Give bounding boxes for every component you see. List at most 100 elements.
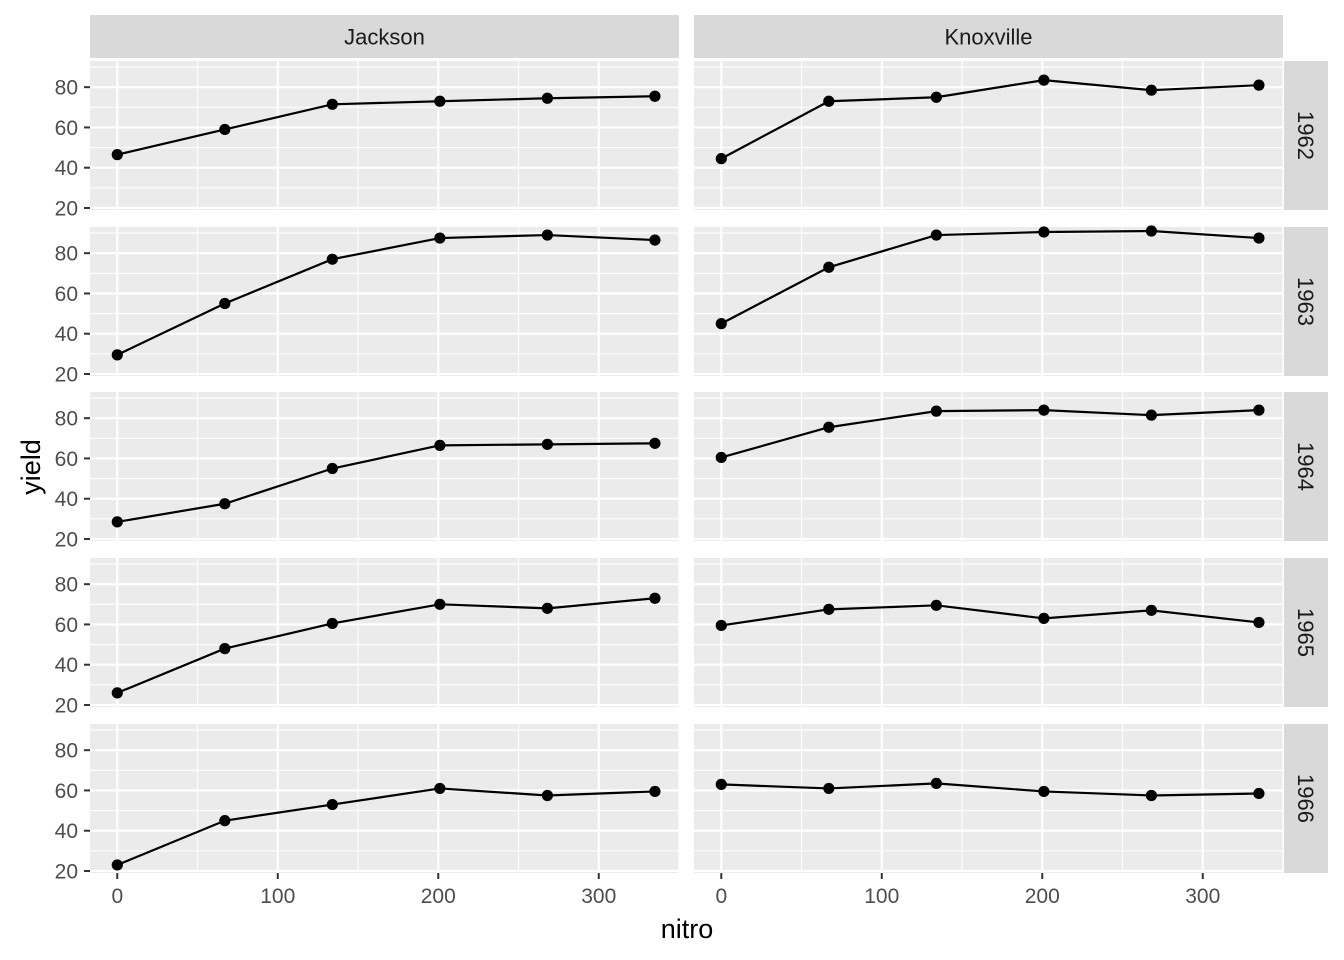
data-point-jackson-1963-67 — [219, 297, 231, 310]
data-point-knoxville-1963-268 — [1145, 225, 1157, 237]
row-strip-label: 1962 — [1293, 111, 1318, 160]
data-point-knoxville-1963-67 — [823, 261, 835, 273]
panel-background — [90, 392, 679, 541]
data-point-knoxville-1966-0 — [715, 778, 727, 791]
series-line-jackson-1962 — [117, 95, 655, 156]
row-strip-1966: 1966 — [1284, 724, 1328, 873]
row-strip-background — [1284, 227, 1328, 376]
data-point-knoxville-1964-268 — [1145, 409, 1157, 421]
series-line-jackson-1966 — [116, 787, 655, 866]
data-point-knoxville-1963-201 — [1038, 226, 1050, 238]
panel-jackson-1962 — [90, 61, 680, 210]
panel-background — [90, 724, 679, 873]
data-point-knoxville-1966-268 — [1145, 789, 1157, 802]
data-point-jackson-1965-201 — [434, 598, 446, 610]
data-point-knoxville-1965-0 — [715, 619, 727, 632]
data-point-knoxville-1966-201 — [1038, 785, 1050, 798]
y-tick-label: 20 — [55, 197, 78, 220]
series-line-knoxville-1962 — [720, 79, 1259, 160]
series-line-knoxville-1963 — [720, 229, 1259, 325]
panel-background — [694, 61, 1283, 210]
panel-knoxville-1965 — [694, 558, 1284, 707]
data-point-knoxville-1964-335 — [1253, 404, 1265, 416]
panel-knoxville-1964 — [694, 392, 1284, 541]
panel-background — [694, 558, 1283, 707]
data-point-jackson-1963-335 — [649, 234, 661, 246]
data-point-jackson-1962-0 — [111, 149, 123, 161]
row-strip-background — [1284, 61, 1328, 210]
data-point-jackson-1966-268 — [541, 789, 553, 802]
data-point-jackson-1962-201 — [434, 95, 446, 107]
panel-background — [90, 558, 679, 707]
y-tick-label: 60 — [55, 283, 78, 306]
x-tick-label: 0 — [111, 885, 123, 908]
x-tick-label: 0 — [715, 885, 727, 908]
data-point-knoxville-1962-134 — [930, 91, 942, 103]
data-point-jackson-1962-335 — [649, 90, 661, 102]
data-point-knoxville-1963-0 — [715, 318, 727, 330]
data-point-knoxville-1962-201 — [1038, 74, 1050, 86]
y-tick-label: 60 — [55, 614, 78, 637]
data-point-knoxville-1964-67 — [823, 421, 835, 433]
row-strip-1965: 1965 — [1284, 558, 1328, 707]
panel-jackson-1964 — [90, 392, 680, 541]
data-point-jackson-1962-67 — [219, 123, 231, 136]
data-point-knoxville-1966-67 — [823, 782, 835, 795]
data-point-knoxville-1965-268 — [1145, 604, 1157, 616]
panel-knoxville-1962 — [694, 61, 1284, 210]
data-point-jackson-1964-67 — [219, 498, 231, 510]
series-line-jackson-1964 — [117, 442, 655, 523]
series-line-knoxville-1964 — [720, 409, 1259, 459]
x-tick-label: 100 — [864, 885, 899, 908]
data-point-knoxville-1964-201 — [1038, 404, 1050, 416]
panel-background — [90, 227, 679, 376]
y-tick-label: 40 — [55, 820, 78, 843]
data-point-jackson-1963-268 — [541, 229, 553, 241]
data-point-jackson-1965-335 — [649, 592, 661, 604]
x-tick-label: 300 — [581, 885, 616, 908]
data-point-knoxville-1964-0 — [715, 451, 727, 464]
x-tick-label: 200 — [421, 885, 456, 908]
data-point-jackson-1965-134 — [326, 617, 338, 630]
data-point-knoxville-1966-134 — [930, 777, 942, 789]
y-tick-label: 80 — [55, 408, 78, 431]
facet-strips: 1962 1963 1964 1965 1966 Jackson Knoxville — [90, 15, 1328, 873]
panel-knoxville-1963 — [694, 225, 1284, 376]
x-tick-label: 200 — [1025, 885, 1060, 908]
data-point-knoxville-1962-335 — [1253, 79, 1265, 91]
data-point-jackson-1964-335 — [649, 437, 661, 449]
panel-jackson-1965 — [90, 558, 680, 707]
y-tick-label: 20 — [55, 528, 78, 551]
data-point-jackson-1964-201 — [434, 439, 446, 451]
data-point-jackson-1963-0 — [111, 349, 123, 361]
y-tick-label: 40 — [55, 654, 78, 677]
data-point-jackson-1966-134 — [326, 798, 338, 811]
x-tick-label: 300 — [1185, 885, 1220, 908]
y-tick-label: 80 — [55, 574, 78, 597]
panel-jackson-1966 — [90, 724, 680, 873]
row-strip-label: 1964 — [1293, 442, 1318, 491]
data-point-knoxville-1963-335 — [1253, 232, 1265, 244]
data-point-knoxville-1962-67 — [823, 95, 835, 107]
data-point-jackson-1963-134 — [326, 253, 338, 265]
data-point-jackson-1966-201 — [434, 782, 446, 795]
row-strip-background — [1284, 392, 1328, 541]
row-strip-background — [1284, 558, 1328, 707]
panel-jackson-1963 — [90, 227, 680, 376]
row-strip-1963: 1963 — [1284, 227, 1328, 376]
data-point-jackson-1965-67 — [219, 643, 231, 655]
data-point-jackson-1963-201 — [434, 232, 446, 244]
y-axis-title: yield — [16, 439, 46, 495]
panel-background — [694, 392, 1283, 541]
data-point-jackson-1964-134 — [326, 462, 338, 475]
data-point-knoxville-1962-0 — [715, 153, 727, 165]
data-point-knoxville-1965-134 — [930, 599, 942, 611]
y-tick-label: 60 — [55, 117, 78, 140]
panel-background — [694, 724, 1283, 873]
data-point-knoxville-1966-335 — [1253, 787, 1265, 800]
col-strip-jackson: Jackson — [90, 15, 679, 58]
row-strip-1962: 1962 — [1284, 61, 1328, 210]
y-tick-label: 80 — [55, 740, 78, 763]
row-strip-label: 1966 — [1293, 774, 1318, 823]
